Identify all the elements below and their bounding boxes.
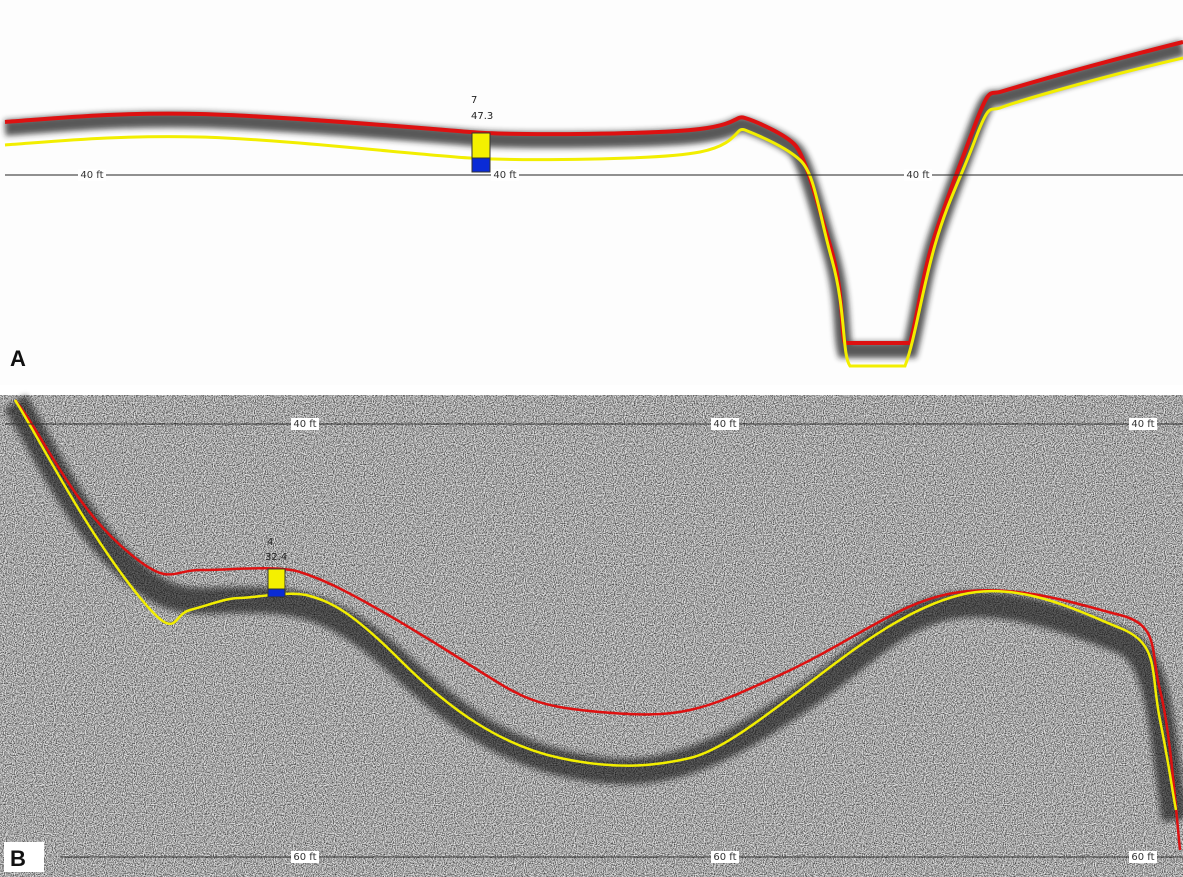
panel-background <box>0 0 1183 385</box>
label-bg <box>4 842 44 872</box>
marker-count: 4 <box>267 537 273 548</box>
marker-box <box>267 588 286 598</box>
bottom-echo <box>4 394 1183 822</box>
panel-label: A <box>10 346 26 371</box>
panel-a: 40 ft 40 ft 40 ft 7 47.3 A <box>0 0 1183 385</box>
depth-tag: 60 ft <box>293 852 316 863</box>
depth-tag: 40 ft <box>293 419 316 430</box>
tag-bg <box>711 418 739 430</box>
tag-bg <box>904 169 932 181</box>
tag-bg <box>1129 418 1157 430</box>
depth-tag: 40 ft <box>906 170 929 181</box>
tag-bg <box>491 169 519 181</box>
tag-bg <box>711 851 739 863</box>
marker-box <box>471 132 491 159</box>
depth-tag: 40 ft <box>1131 419 1154 430</box>
panel-b: 40 ft 40 ft 40 ft 60 ft 60 ft 60 ft 4 32… <box>0 394 1183 877</box>
marker-count: 7 <box>471 95 477 106</box>
bottom-line <box>4 40 1183 345</box>
marker-box <box>471 157 491 173</box>
tag-bg <box>291 851 319 863</box>
depth-tag: 60 ft <box>713 852 736 863</box>
tag-bg <box>291 418 319 430</box>
depth-tag: 40 ft <box>80 170 103 181</box>
bottom-track <box>4 56 1183 368</box>
marker-depth: 47.3 <box>471 111 493 122</box>
noise <box>0 395 1183 877</box>
depth-tag: 40 ft <box>713 419 736 430</box>
panel-label: B <box>10 846 26 871</box>
tag-bg <box>1129 851 1157 863</box>
bottom-track <box>13 399 1178 811</box>
marker-box <box>267 568 286 590</box>
marker-depth: 32.4 <box>265 552 287 563</box>
tag-bg <box>78 169 106 181</box>
depth-tag: 40 ft <box>493 170 516 181</box>
depth-tag: 60 ft <box>1131 852 1154 863</box>
bottom-line <box>14 399 1182 851</box>
